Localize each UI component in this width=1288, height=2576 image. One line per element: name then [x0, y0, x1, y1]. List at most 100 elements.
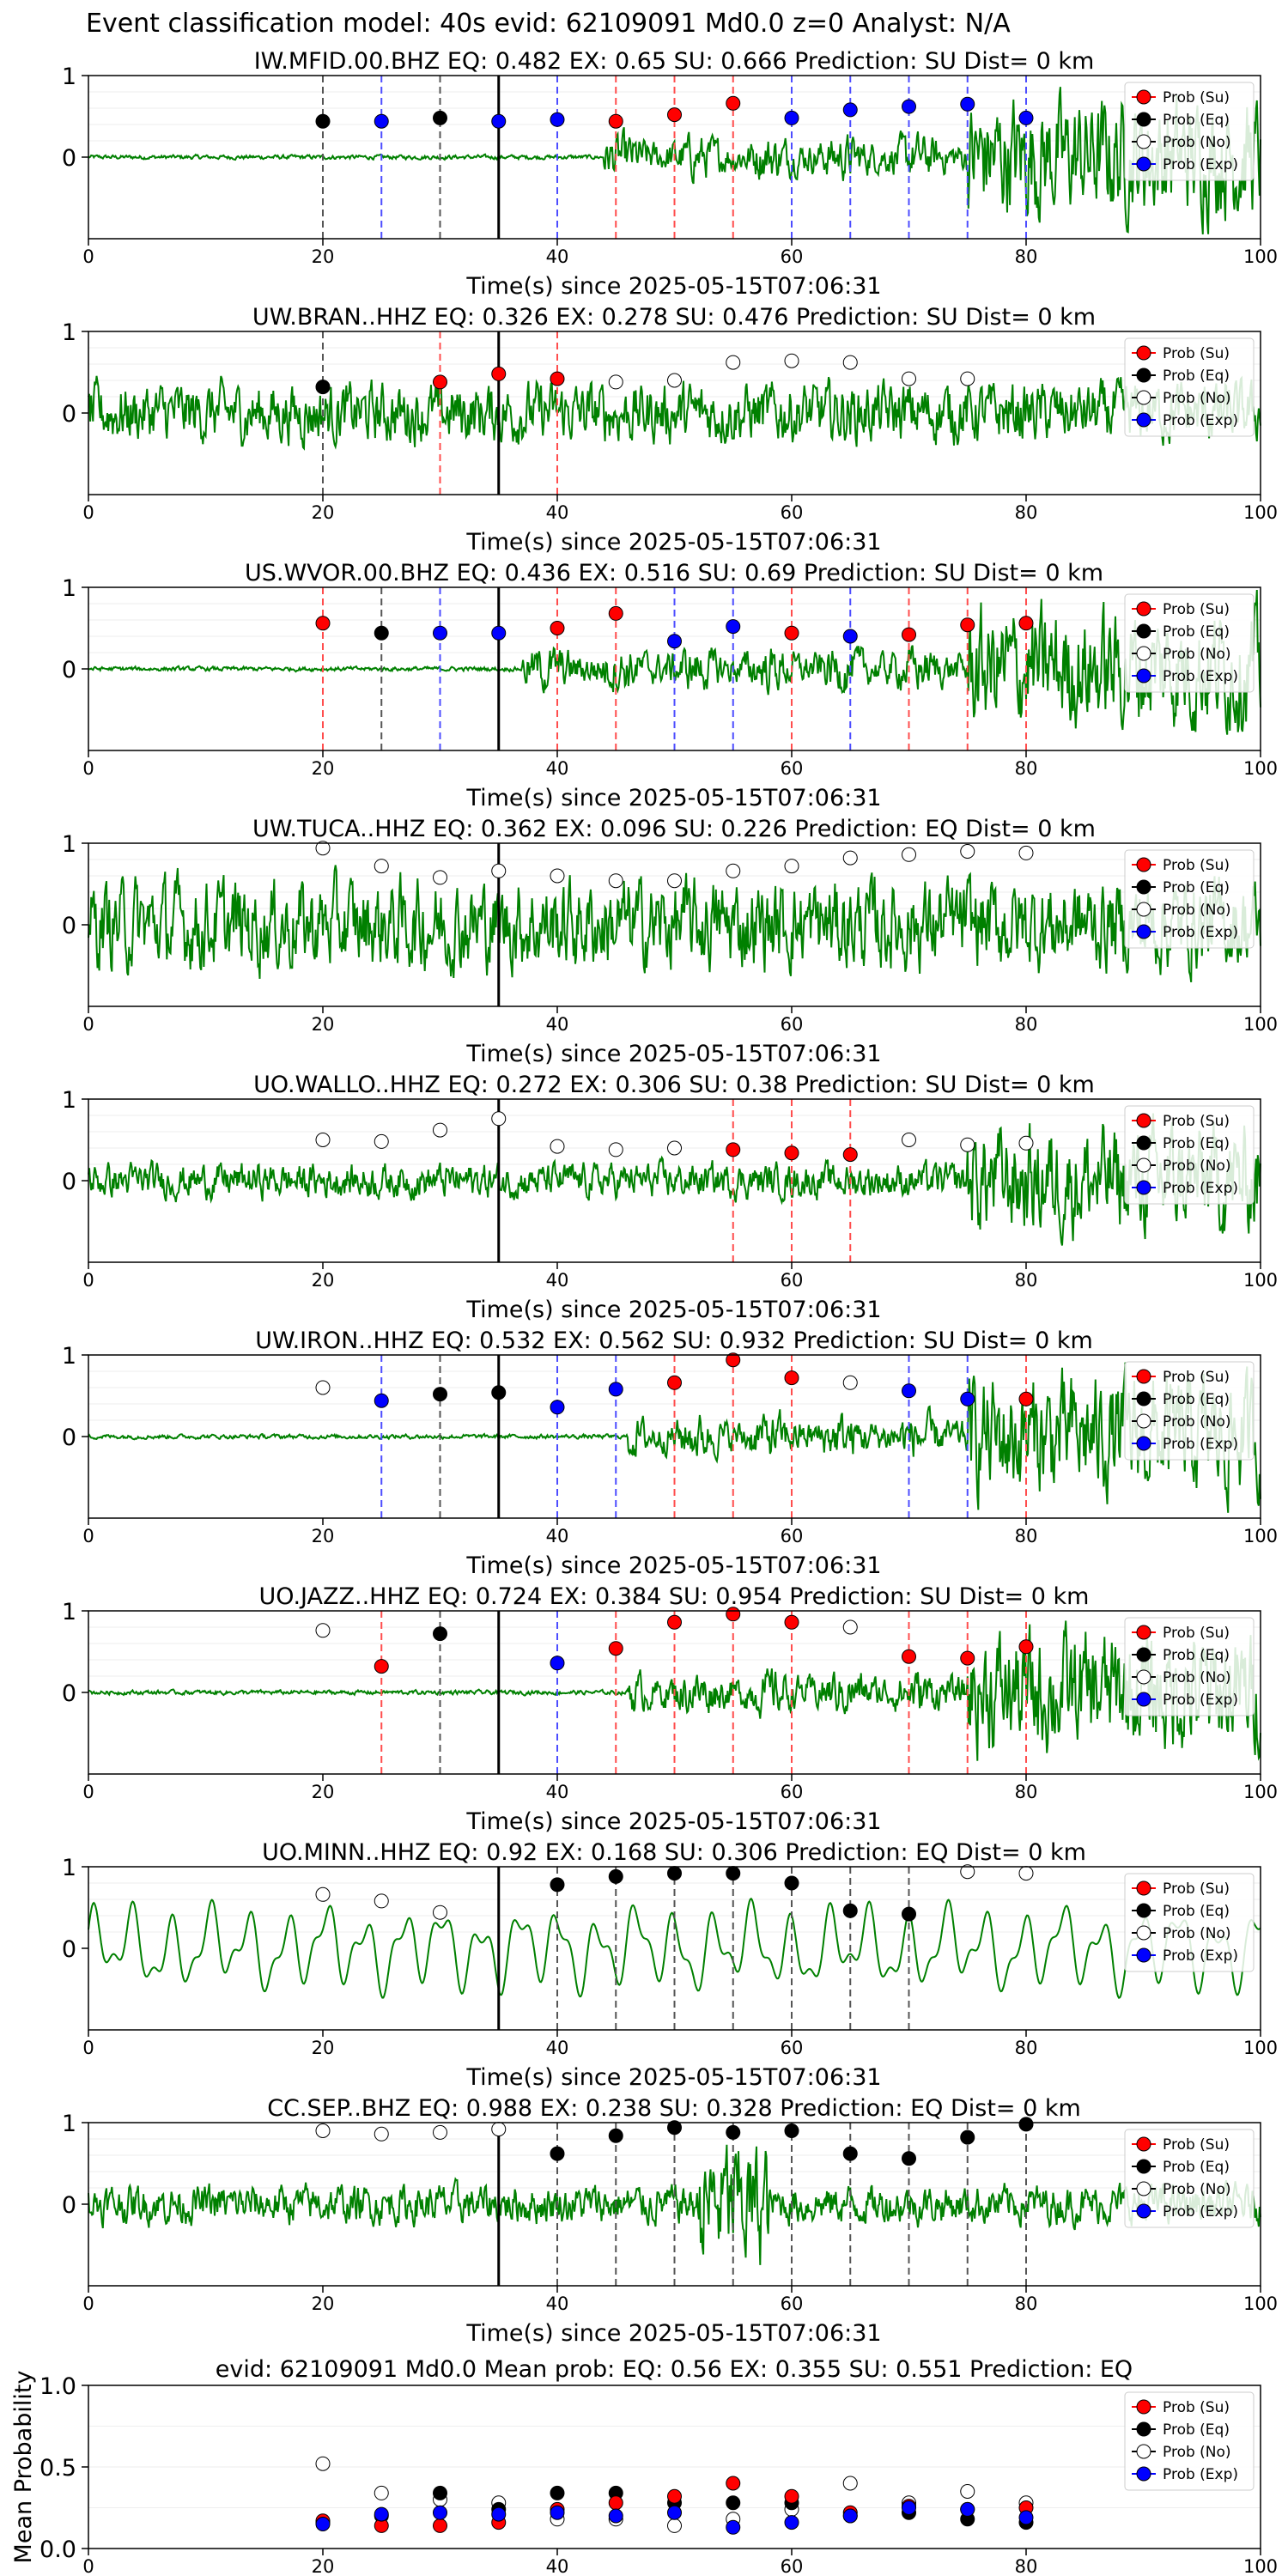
- legend-marker: [1136, 857, 1151, 872]
- prob-point: [842, 1375, 858, 1390]
- legend-label: Prob (No): [1163, 390, 1231, 407]
- legend-marker: [1136, 390, 1151, 405]
- x-tick-label: 80: [1015, 1270, 1038, 1291]
- x-tick-label: 40: [546, 758, 569, 779]
- legend-label: Prob (Su): [1163, 2136, 1230, 2154]
- prob-point: [433, 1905, 447, 1920]
- legend-label: Prob (Su): [1163, 601, 1230, 618]
- x-tick-label: 80: [1015, 2293, 1038, 2314]
- x-tick-label: 60: [781, 246, 804, 267]
- prob-point: [842, 629, 858, 644]
- prob-point: [667, 1375, 682, 1390]
- prob-point: [550, 1400, 565, 1415]
- y-tick-label: 1: [62, 575, 76, 602]
- prob-point: [491, 2122, 507, 2137]
- legend-label: Prob (No): [1163, 1669, 1231, 1686]
- y-tick-label: 0.5: [39, 2455, 76, 2482]
- prob-point: [550, 371, 565, 386]
- x-tick-label: 40: [546, 1526, 569, 1546]
- legend-box: [1124, 337, 1255, 437]
- y-tick-label: 1.0: [39, 2373, 76, 2400]
- legend-label: Prob (Su): [1163, 1113, 1230, 1130]
- x-tick-label: 20: [312, 246, 335, 267]
- x-tick-label: 60: [781, 1526, 804, 1546]
- x-tick-label: 0: [82, 502, 94, 523]
- legend-label: Prob (No): [1163, 1925, 1231, 1942]
- x-tick-label: 20: [312, 1782, 335, 1802]
- prob-point: [315, 1380, 331, 1395]
- prob-point: [784, 1145, 799, 1161]
- legend-marker: [1136, 1391, 1151, 1406]
- legend-label: Prob (Exp): [1163, 2466, 1238, 2483]
- prob-point: [842, 2146, 858, 2161]
- x-tick-label: 100: [1243, 1526, 1278, 1546]
- legend-marker: [1136, 2136, 1151, 2152]
- prob-point: [374, 625, 389, 641]
- waveform-trace: [88, 1897, 1261, 1999]
- legend-label: Prob (Exp): [1163, 1692, 1238, 1709]
- legend-label: Prob (No): [1163, 134, 1231, 151]
- prob-point: [902, 1383, 916, 1399]
- x-tick-label: 60: [781, 2293, 804, 2314]
- mean-prob-point: [608, 2508, 623, 2524]
- panel-title: CC.SEP..BHZ EQ: 0.988 EX: 0.238 SU: 0.32…: [267, 2095, 1081, 2122]
- prob-point: [433, 1626, 447, 1642]
- mean-prob-point: [960, 2501, 975, 2517]
- x-tick-label: 20: [312, 2556, 335, 2576]
- x-axis-label: Time(s) since 2025-05-15T07:06:31: [465, 2320, 881, 2347]
- prob-point: [784, 1875, 799, 1891]
- x-tick-label: 40: [546, 1782, 569, 1802]
- prob-point: [374, 1133, 389, 1149]
- mean-prob-point: [842, 2508, 858, 2524]
- legend-label: Prob (Su): [1163, 89, 1230, 106]
- y-tick-label: 1: [62, 1599, 76, 1625]
- x-axis-label: Time(s) since 2025-05-15T07:06:31: [465, 529, 881, 556]
- x-axis-label: Time(s) since 2025-05-15T07:06:31: [465, 1808, 881, 1835]
- prob-point: [842, 850, 858, 866]
- prob-point: [726, 1142, 741, 1157]
- x-tick-label: 0: [82, 2556, 94, 2576]
- panel-title: UW.BRAN..HHZ EQ: 0.326 EX: 0.278 SU: 0.4…: [252, 304, 1096, 331]
- prob-point: [315, 1133, 331, 1147]
- mean-prob-point: [491, 2506, 507, 2522]
- y-tick-label: 0: [62, 401, 76, 428]
- mean-prob-point: [726, 2476, 741, 2491]
- legend-label: Prob (Su): [1163, 1369, 1230, 1386]
- prob-point: [726, 1607, 741, 1622]
- legend-label: Prob (Su): [1163, 1880, 1230, 1898]
- x-tick-label: 60: [781, 502, 804, 523]
- prob-point: [491, 113, 507, 129]
- prob-point: [784, 353, 799, 368]
- legend-box: [1124, 2391, 1255, 2491]
- mean-prob-point: [433, 2518, 447, 2533]
- legend-marker: [1136, 1413, 1151, 1429]
- legend-marker: [1136, 1903, 1151, 1918]
- legend-marker: [1136, 2399, 1151, 2415]
- prob-point: [960, 617, 975, 633]
- legend-marker: [1136, 668, 1151, 683]
- legend-box: [1124, 593, 1255, 693]
- legend-label: Prob (Su): [1163, 345, 1230, 362]
- x-tick-label: 100: [1243, 1014, 1278, 1035]
- prob-point: [667, 373, 682, 388]
- legend-box: [1124, 82, 1255, 181]
- prob-point: [491, 366, 507, 381]
- legend-marker: [1136, 1692, 1151, 1707]
- prob-point: [433, 374, 447, 390]
- waveform-trace: [88, 1113, 1261, 1246]
- legend-marker: [1136, 1180, 1151, 1195]
- prob-point: [784, 1370, 799, 1386]
- panel-title: UO.JAZZ..HHZ EQ: 0.724 EX: 0.384 SU: 0.9…: [259, 1583, 1090, 1610]
- x-tick-label: 80: [1015, 502, 1038, 523]
- legend-marker: [1136, 1157, 1151, 1173]
- legend-label: Prob (Exp): [1163, 1436, 1238, 1453]
- x-tick-label: 0: [82, 2293, 94, 2314]
- legend-marker: [1136, 1880, 1151, 1896]
- legend-marker: [1136, 1135, 1151, 1151]
- legend-label: Prob (Su): [1163, 1625, 1230, 1642]
- prob-point: [842, 1903, 858, 1918]
- x-tick-label: 80: [1015, 2556, 1038, 2576]
- x-tick-label: 40: [546, 2556, 569, 2576]
- mean-prob-point: [902, 2500, 916, 2515]
- mean-prob-point: [842, 2476, 858, 2491]
